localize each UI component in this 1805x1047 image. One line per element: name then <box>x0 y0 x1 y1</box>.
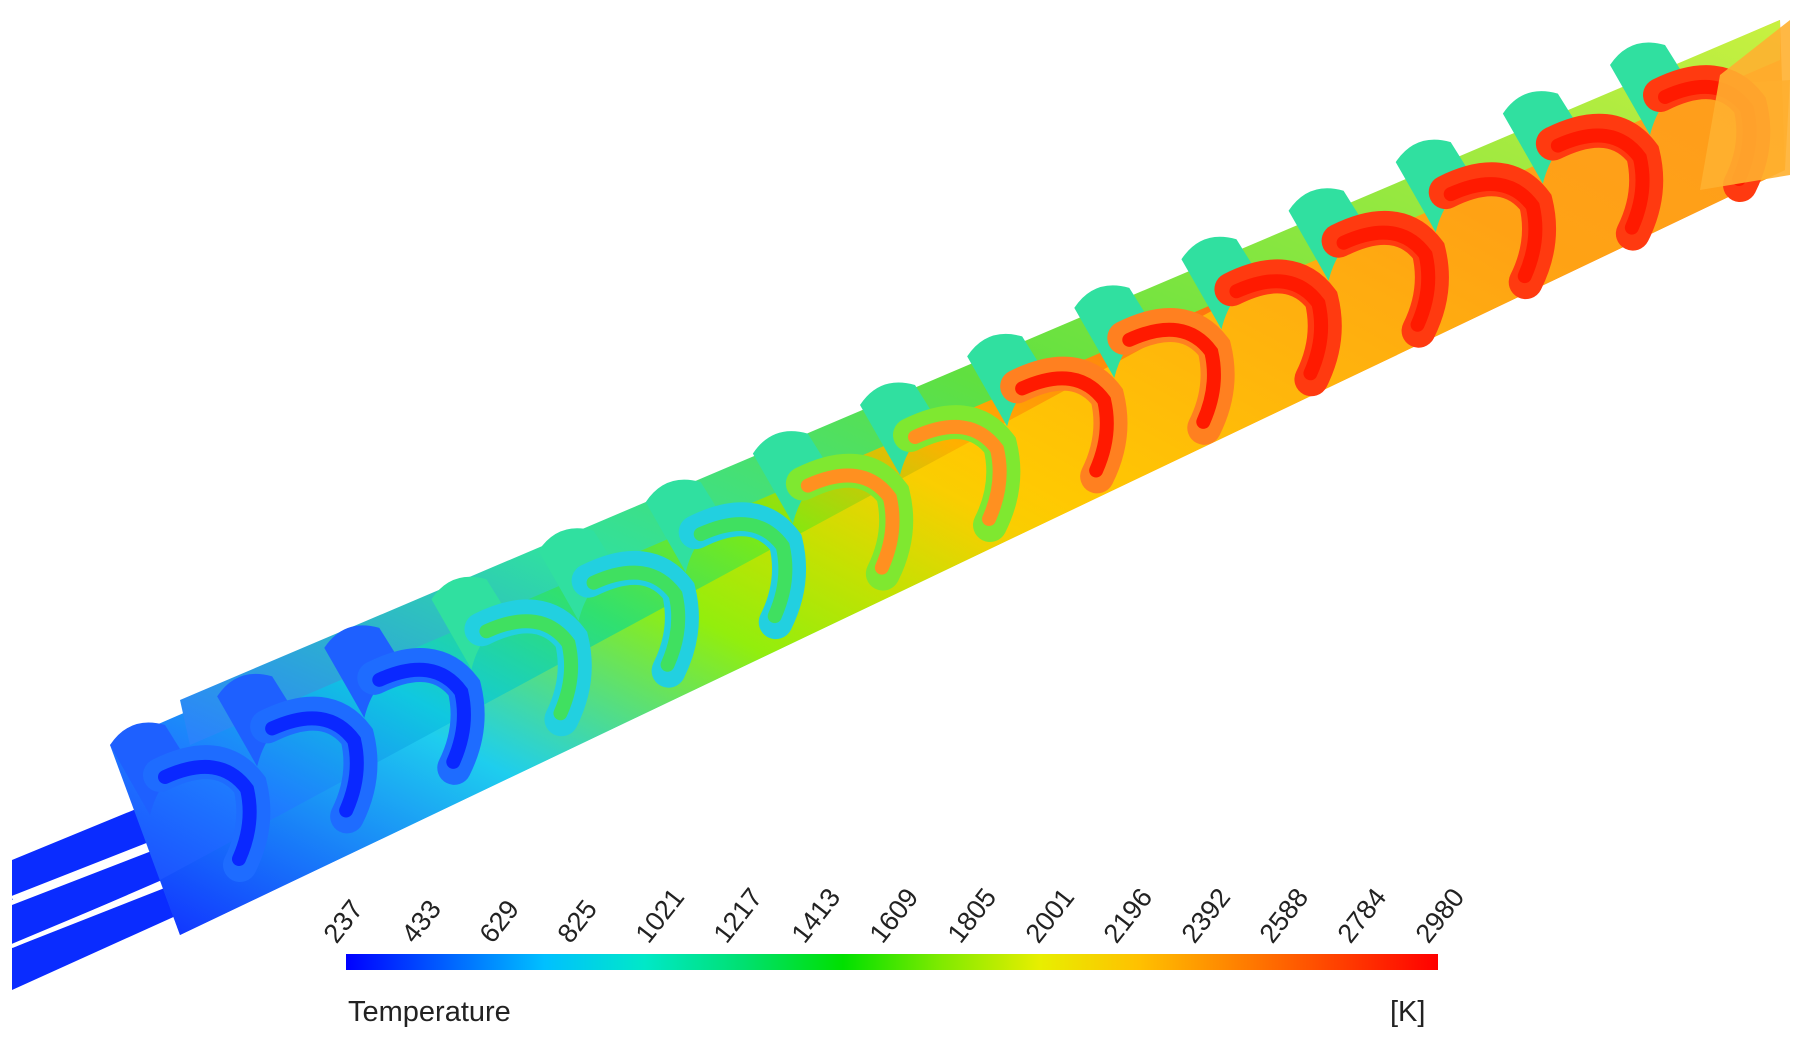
flow-fin <box>324 625 485 785</box>
temperature-colorbar <box>346 954 1438 970</box>
flow-fin <box>645 479 807 640</box>
flow-fins <box>110 42 1771 882</box>
flow-fin <box>217 673 378 834</box>
inlet-tubes <box>11 795 200 990</box>
flow-fin <box>110 722 271 882</box>
flow-fin <box>1502 91 1664 251</box>
flow-fin <box>1288 188 1449 348</box>
outlet-flare <box>1700 20 1790 190</box>
flow-fin <box>431 576 592 737</box>
flow-fin <box>860 382 1021 542</box>
flow-fin <box>752 431 914 591</box>
flow-fin <box>538 528 699 688</box>
flow-fin <box>967 333 1128 494</box>
flow-fin <box>1395 139 1557 300</box>
legend-unit: [K] <box>1390 996 1426 1028</box>
flow-fin <box>1181 236 1342 397</box>
legend-title: Temperature <box>348 996 511 1028</box>
flow-fin <box>1074 285 1235 445</box>
